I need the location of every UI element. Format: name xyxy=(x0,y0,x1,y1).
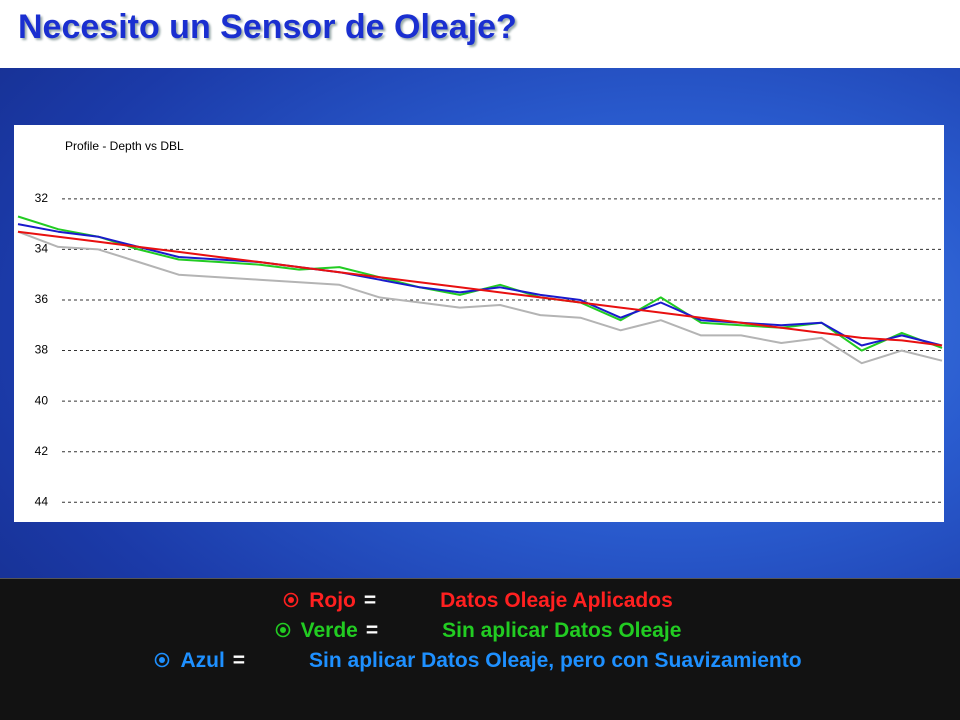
y-tick-label: 32 xyxy=(35,191,49,205)
legend-item: Rojo = Datos Oleaje Aplicados xyxy=(0,589,960,613)
legend-separator: = xyxy=(363,589,377,612)
y-tick-label: 34 xyxy=(35,242,49,256)
series-line xyxy=(17,230,943,347)
bullet xyxy=(283,592,299,608)
chart-title: Profile - Depth vs DBL xyxy=(65,139,184,153)
bullet-part xyxy=(275,622,290,638)
legend-label: Verde xyxy=(300,619,358,642)
y-tick-label: 42 xyxy=(35,444,49,458)
bullet xyxy=(275,622,290,638)
legend-label: Rojo xyxy=(309,589,356,612)
bullet xyxy=(155,652,170,668)
y-tick-label: 40 xyxy=(35,393,49,407)
y-tick-label: 36 xyxy=(35,292,49,306)
legend-description: Sin aplicar Datos Oleaje, pero con Suavi… xyxy=(309,649,802,672)
series-line xyxy=(17,223,943,347)
bullet-part xyxy=(155,652,170,668)
legend-item: Azul = Sin aplicar Datos Oleaje, pero con … xyxy=(0,649,960,673)
bullet-part xyxy=(279,627,286,633)
title-bar xyxy=(0,0,960,68)
slide-title: Necesito un Sensor de Oleaje? xyxy=(18,8,517,46)
y-tick-label: 44 xyxy=(35,494,49,508)
series-line xyxy=(17,230,943,365)
legend-separator: = xyxy=(365,619,379,642)
legend: Rojo = Datos Oleaje Aplicados Verde = Sin apl… xyxy=(0,578,960,720)
legend-item: Verde = Sin aplicar Datos Oleaje xyxy=(0,619,960,643)
bullet-part xyxy=(283,592,299,608)
legend-description: Datos Oleaje Aplicados xyxy=(440,589,673,612)
bullet-part xyxy=(288,597,295,603)
legend-description: Sin aplicar Datos Oleaje xyxy=(442,619,682,642)
legend-separator: = xyxy=(232,649,246,672)
chart: Profile - Depth vs DBL 32 34 36 38 40 42 44 xyxy=(14,125,944,522)
y-tick-label: 38 xyxy=(35,343,49,357)
bullet-part xyxy=(159,657,166,663)
legend-label: Azul xyxy=(180,649,225,672)
